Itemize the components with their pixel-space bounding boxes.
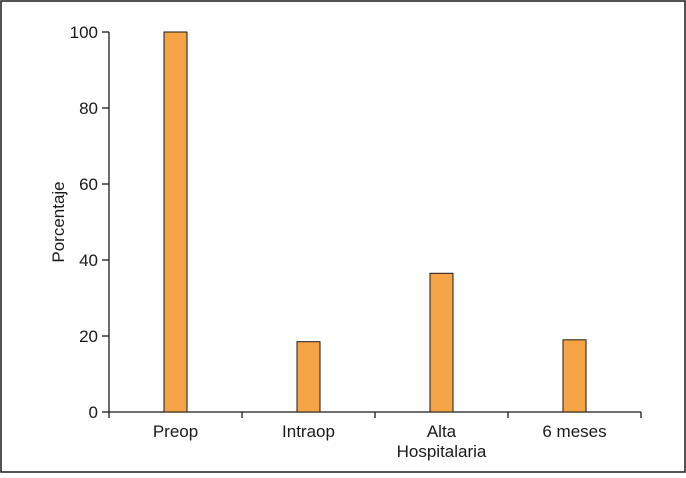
y-tick-label: 40 — [79, 251, 98, 270]
bar-6-meses — [562, 339, 587, 413]
bar-intraop — [296, 341, 321, 413]
x-category-label: Preop — [153, 422, 198, 441]
x-axis — [108, 411, 642, 418]
x-category-label: 6 meses — [542, 422, 606, 441]
y-tick-label: 80 — [79, 99, 98, 118]
bar-preop — [163, 31, 188, 413]
x-category-label-line: Hospitalaria — [397, 442, 487, 461]
y-tick-label: 20 — [79, 327, 98, 346]
y-ticks: 0 20 40 60 80 100 — [70, 23, 109, 422]
x-category-label-line: Alta — [427, 422, 457, 441]
x-category-labels: Preop Intraop Alta Hospitalaria 6 meses — [153, 422, 607, 461]
y-tick-label: 60 — [79, 175, 98, 194]
bar-alta-hospitalaria — [429, 272, 454, 413]
x-ticks — [108, 412, 642, 418]
x-category-label-line: Intraop — [282, 422, 335, 441]
x-category-label: Alta Hospitalaria — [397, 422, 487, 461]
y-axis-title: Porcentaje — [49, 181, 68, 262]
y-tick-label: 0 — [89, 403, 98, 422]
y-tick-label: 100 — [70, 23, 98, 42]
x-category-label-line: 6 meses — [542, 422, 606, 441]
y-axis: 0 20 40 60 80 100 — [70, 23, 110, 422]
x-category-label: Intraop — [282, 422, 335, 441]
x-category-label-line: Preop — [153, 422, 198, 441]
bars — [163, 31, 587, 413]
